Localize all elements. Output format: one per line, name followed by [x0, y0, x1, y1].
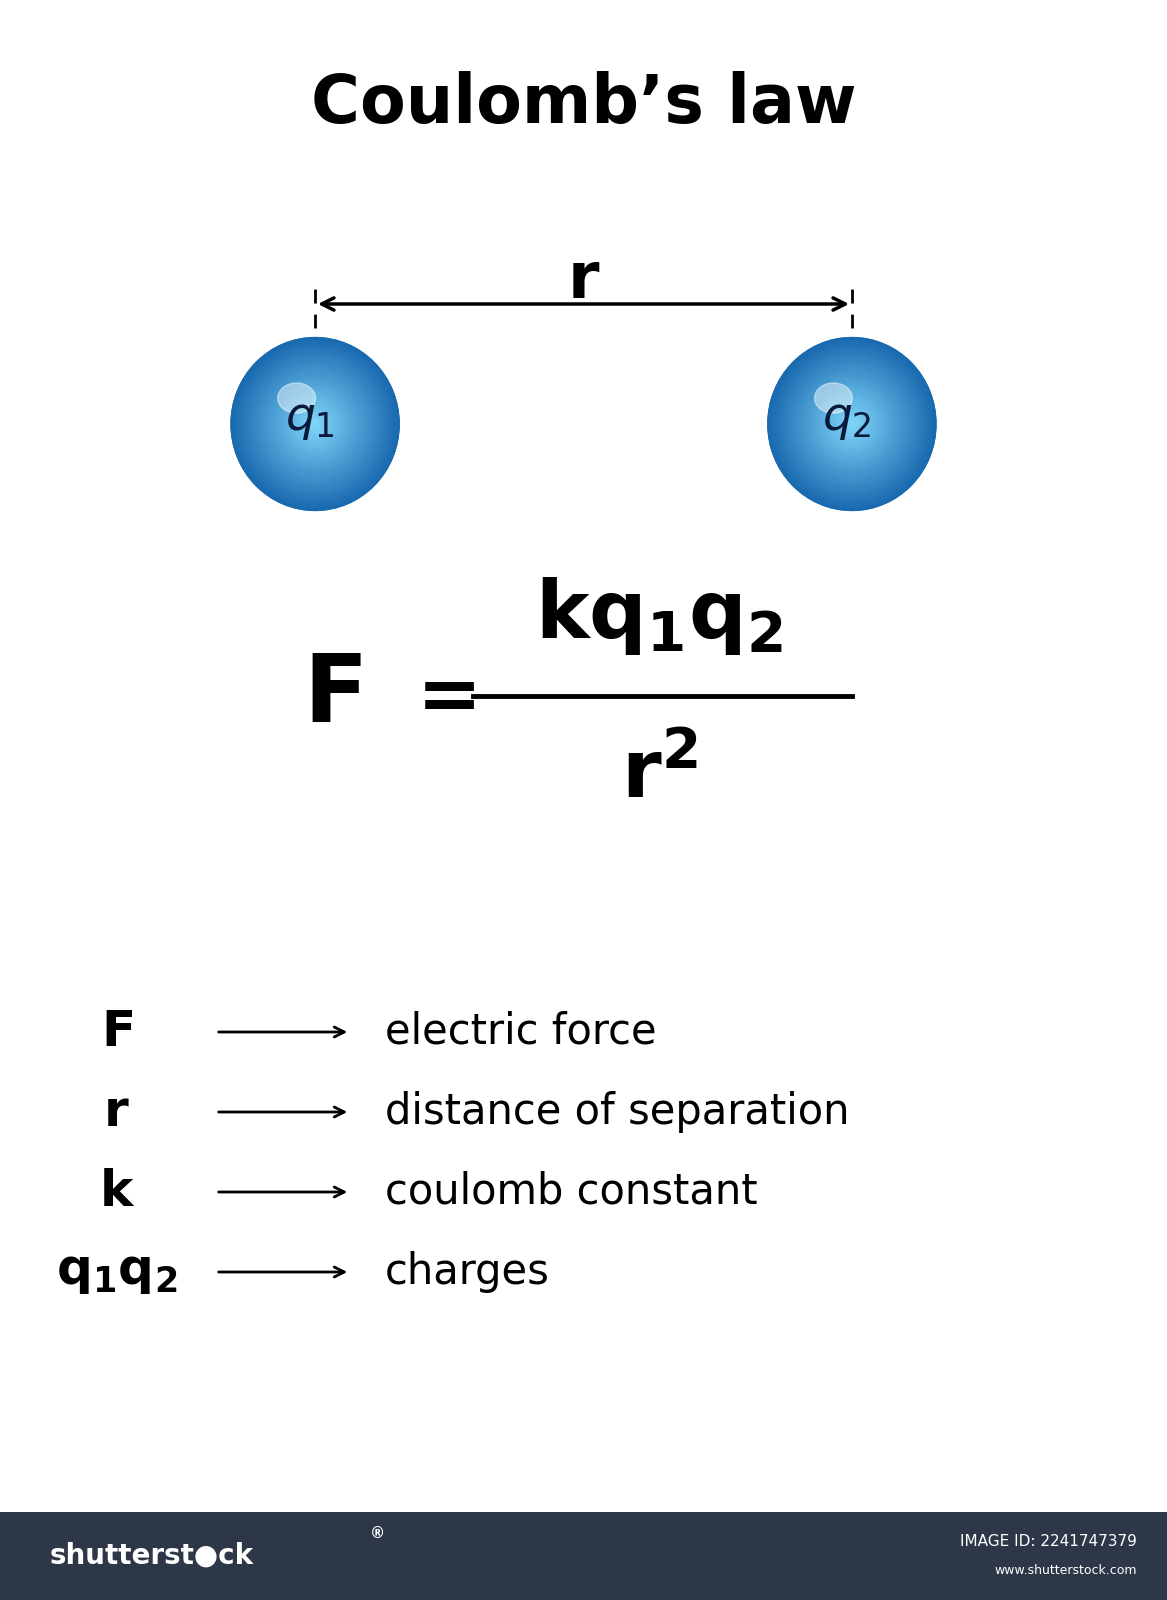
Text: charges: charges: [385, 1251, 550, 1293]
Text: $\mathbf{F}$: $\mathbf{F}$: [100, 1008, 133, 1056]
Ellipse shape: [265, 373, 365, 475]
Ellipse shape: [790, 360, 914, 488]
Text: $\mathbf{r^2}$: $\mathbf{r^2}$: [621, 738, 698, 814]
Ellipse shape: [266, 374, 364, 474]
Bar: [0, 1512, 1167, 1600]
Ellipse shape: [281, 389, 349, 459]
Ellipse shape: [287, 395, 343, 453]
Ellipse shape: [242, 347, 389, 501]
Ellipse shape: [818, 389, 886, 459]
Ellipse shape: [257, 363, 373, 485]
Ellipse shape: [794, 363, 910, 485]
Text: coulomb constant: coulomb constant: [385, 1171, 757, 1213]
Ellipse shape: [822, 392, 882, 456]
Ellipse shape: [832, 403, 872, 445]
Ellipse shape: [770, 341, 934, 507]
Ellipse shape: [267, 374, 363, 474]
Text: $\mathbf{r}$: $\mathbf{r}$: [104, 1088, 130, 1136]
Ellipse shape: [803, 374, 901, 474]
Ellipse shape: [808, 378, 896, 470]
Text: $\mathbf{r}$: $\mathbf{r}$: [567, 250, 600, 310]
Text: Coulomb’s law: Coulomb’s law: [310, 70, 857, 138]
Ellipse shape: [313, 421, 317, 427]
Ellipse shape: [816, 387, 888, 461]
Ellipse shape: [817, 387, 887, 461]
Ellipse shape: [780, 349, 924, 499]
Ellipse shape: [782, 352, 922, 496]
Ellipse shape: [273, 381, 357, 467]
Ellipse shape: [245, 352, 385, 496]
Text: $q_1$: $q_1$: [285, 397, 335, 442]
Ellipse shape: [251, 358, 379, 490]
Ellipse shape: [231, 338, 399, 510]
Ellipse shape: [301, 410, 329, 438]
Ellipse shape: [784, 355, 920, 493]
Text: $\mathbf{=}$: $\mathbf{=}$: [400, 658, 475, 734]
Ellipse shape: [271, 378, 359, 470]
Ellipse shape: [247, 355, 383, 493]
Text: ®: ®: [370, 1526, 385, 1541]
Ellipse shape: [824, 395, 880, 453]
Ellipse shape: [295, 403, 335, 445]
Ellipse shape: [293, 402, 337, 446]
Ellipse shape: [259, 366, 371, 482]
Ellipse shape: [243, 349, 387, 499]
Text: www.shutterstock.com: www.shutterstock.com: [994, 1565, 1137, 1578]
Ellipse shape: [802, 373, 902, 475]
Ellipse shape: [830, 402, 874, 446]
Ellipse shape: [776, 346, 928, 502]
Ellipse shape: [261, 370, 369, 478]
Ellipse shape: [289, 398, 341, 450]
Text: distance of separation: distance of separation: [385, 1091, 850, 1133]
Ellipse shape: [810, 381, 894, 467]
Ellipse shape: [768, 338, 936, 510]
Ellipse shape: [309, 418, 321, 430]
Ellipse shape: [836, 406, 868, 442]
Ellipse shape: [778, 347, 925, 501]
Ellipse shape: [850, 421, 854, 427]
Ellipse shape: [768, 338, 936, 510]
Ellipse shape: [804, 374, 900, 474]
Ellipse shape: [280, 387, 350, 461]
Ellipse shape: [774, 344, 930, 504]
Ellipse shape: [844, 416, 860, 432]
Ellipse shape: [826, 398, 878, 450]
Ellipse shape: [796, 366, 908, 482]
Ellipse shape: [285, 392, 345, 456]
Ellipse shape: [253, 360, 377, 488]
Ellipse shape: [815, 382, 852, 413]
Ellipse shape: [840, 413, 864, 435]
Ellipse shape: [231, 338, 399, 510]
Ellipse shape: [798, 370, 906, 478]
Text: $\mathbf{q_1q_2}$: $\mathbf{q_1q_2}$: [56, 1248, 177, 1296]
Ellipse shape: [299, 406, 331, 442]
Ellipse shape: [239, 346, 391, 502]
Ellipse shape: [303, 413, 327, 435]
Ellipse shape: [293, 402, 337, 446]
Text: IMAGE ID: 2241747379: IMAGE ID: 2241747379: [960, 1533, 1137, 1549]
Ellipse shape: [846, 418, 858, 430]
Text: electric force: electric force: [385, 1011, 657, 1053]
Ellipse shape: [812, 384, 892, 464]
Ellipse shape: [233, 341, 397, 507]
Text: $\mathbf{k}$: $\mathbf{k}$: [98, 1168, 135, 1216]
Ellipse shape: [788, 358, 916, 490]
Text: $q_2$: $q_2$: [822, 397, 872, 442]
Ellipse shape: [237, 344, 393, 504]
Ellipse shape: [790, 360, 914, 488]
Text: shutterst●ck: shutterst●ck: [50, 1542, 254, 1570]
Ellipse shape: [275, 384, 355, 464]
Ellipse shape: [253, 360, 377, 488]
Text: $\mathbf{kq_1q_2}$: $\mathbf{kq_1q_2}$: [536, 574, 783, 658]
Ellipse shape: [278, 382, 315, 413]
Ellipse shape: [838, 410, 866, 438]
Ellipse shape: [279, 387, 351, 461]
Ellipse shape: [307, 416, 323, 432]
Ellipse shape: [830, 402, 874, 446]
Text: $\mathbf{F}$: $\mathbf{F}$: [303, 650, 362, 742]
